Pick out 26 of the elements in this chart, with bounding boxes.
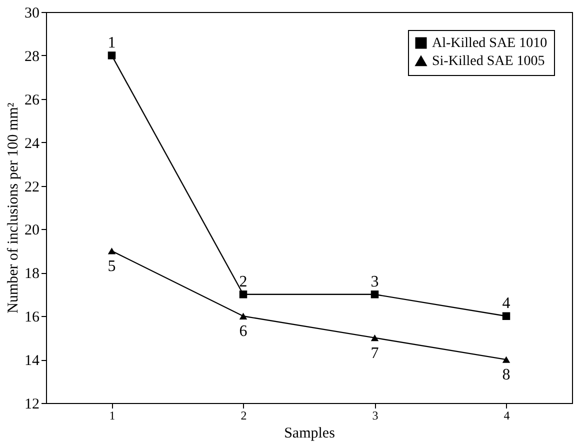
annotation: 8 <box>502 366 510 384</box>
x-tick-label: 2 <box>240 408 247 422</box>
annotation: 4 <box>502 295 510 312</box>
x-axis-title: Samples <box>284 426 336 442</box>
x-tick-label: 1 <box>109 408 116 422</box>
annotation: 7 <box>370 344 379 362</box>
y-tick-label: 12 <box>24 396 40 412</box>
annotation: 3 <box>370 273 379 290</box>
y-tick-label: 26 <box>24 92 40 108</box>
annotation: 6 <box>239 323 248 340</box>
y-tick-label: 30 <box>24 6 40 22</box>
annotation: 2 <box>239 273 248 290</box>
y-tick-label: 14 <box>24 353 40 370</box>
legend-label: Al-Killed SAE 1010 <box>432 36 548 51</box>
y-tick-label: 28 <box>24 48 40 65</box>
y-tick-label: 20 <box>24 222 40 239</box>
y-tick-label: 18 <box>24 266 40 282</box>
annotation: 1 <box>108 34 116 52</box>
x-tick-label: 4 <box>504 408 510 422</box>
y-axis-title: Number of inclusions per 100 mm² <box>6 102 22 314</box>
y-tick-label: 22 <box>24 179 40 196</box>
x-tick-label: 3 <box>372 408 378 422</box>
y-tick-label: 24 <box>24 136 40 152</box>
annotation: 5 <box>108 258 116 275</box>
y-tick-label: 16 <box>24 310 40 326</box>
legend-label: Si-Killed SAE 1005 <box>432 54 545 69</box>
